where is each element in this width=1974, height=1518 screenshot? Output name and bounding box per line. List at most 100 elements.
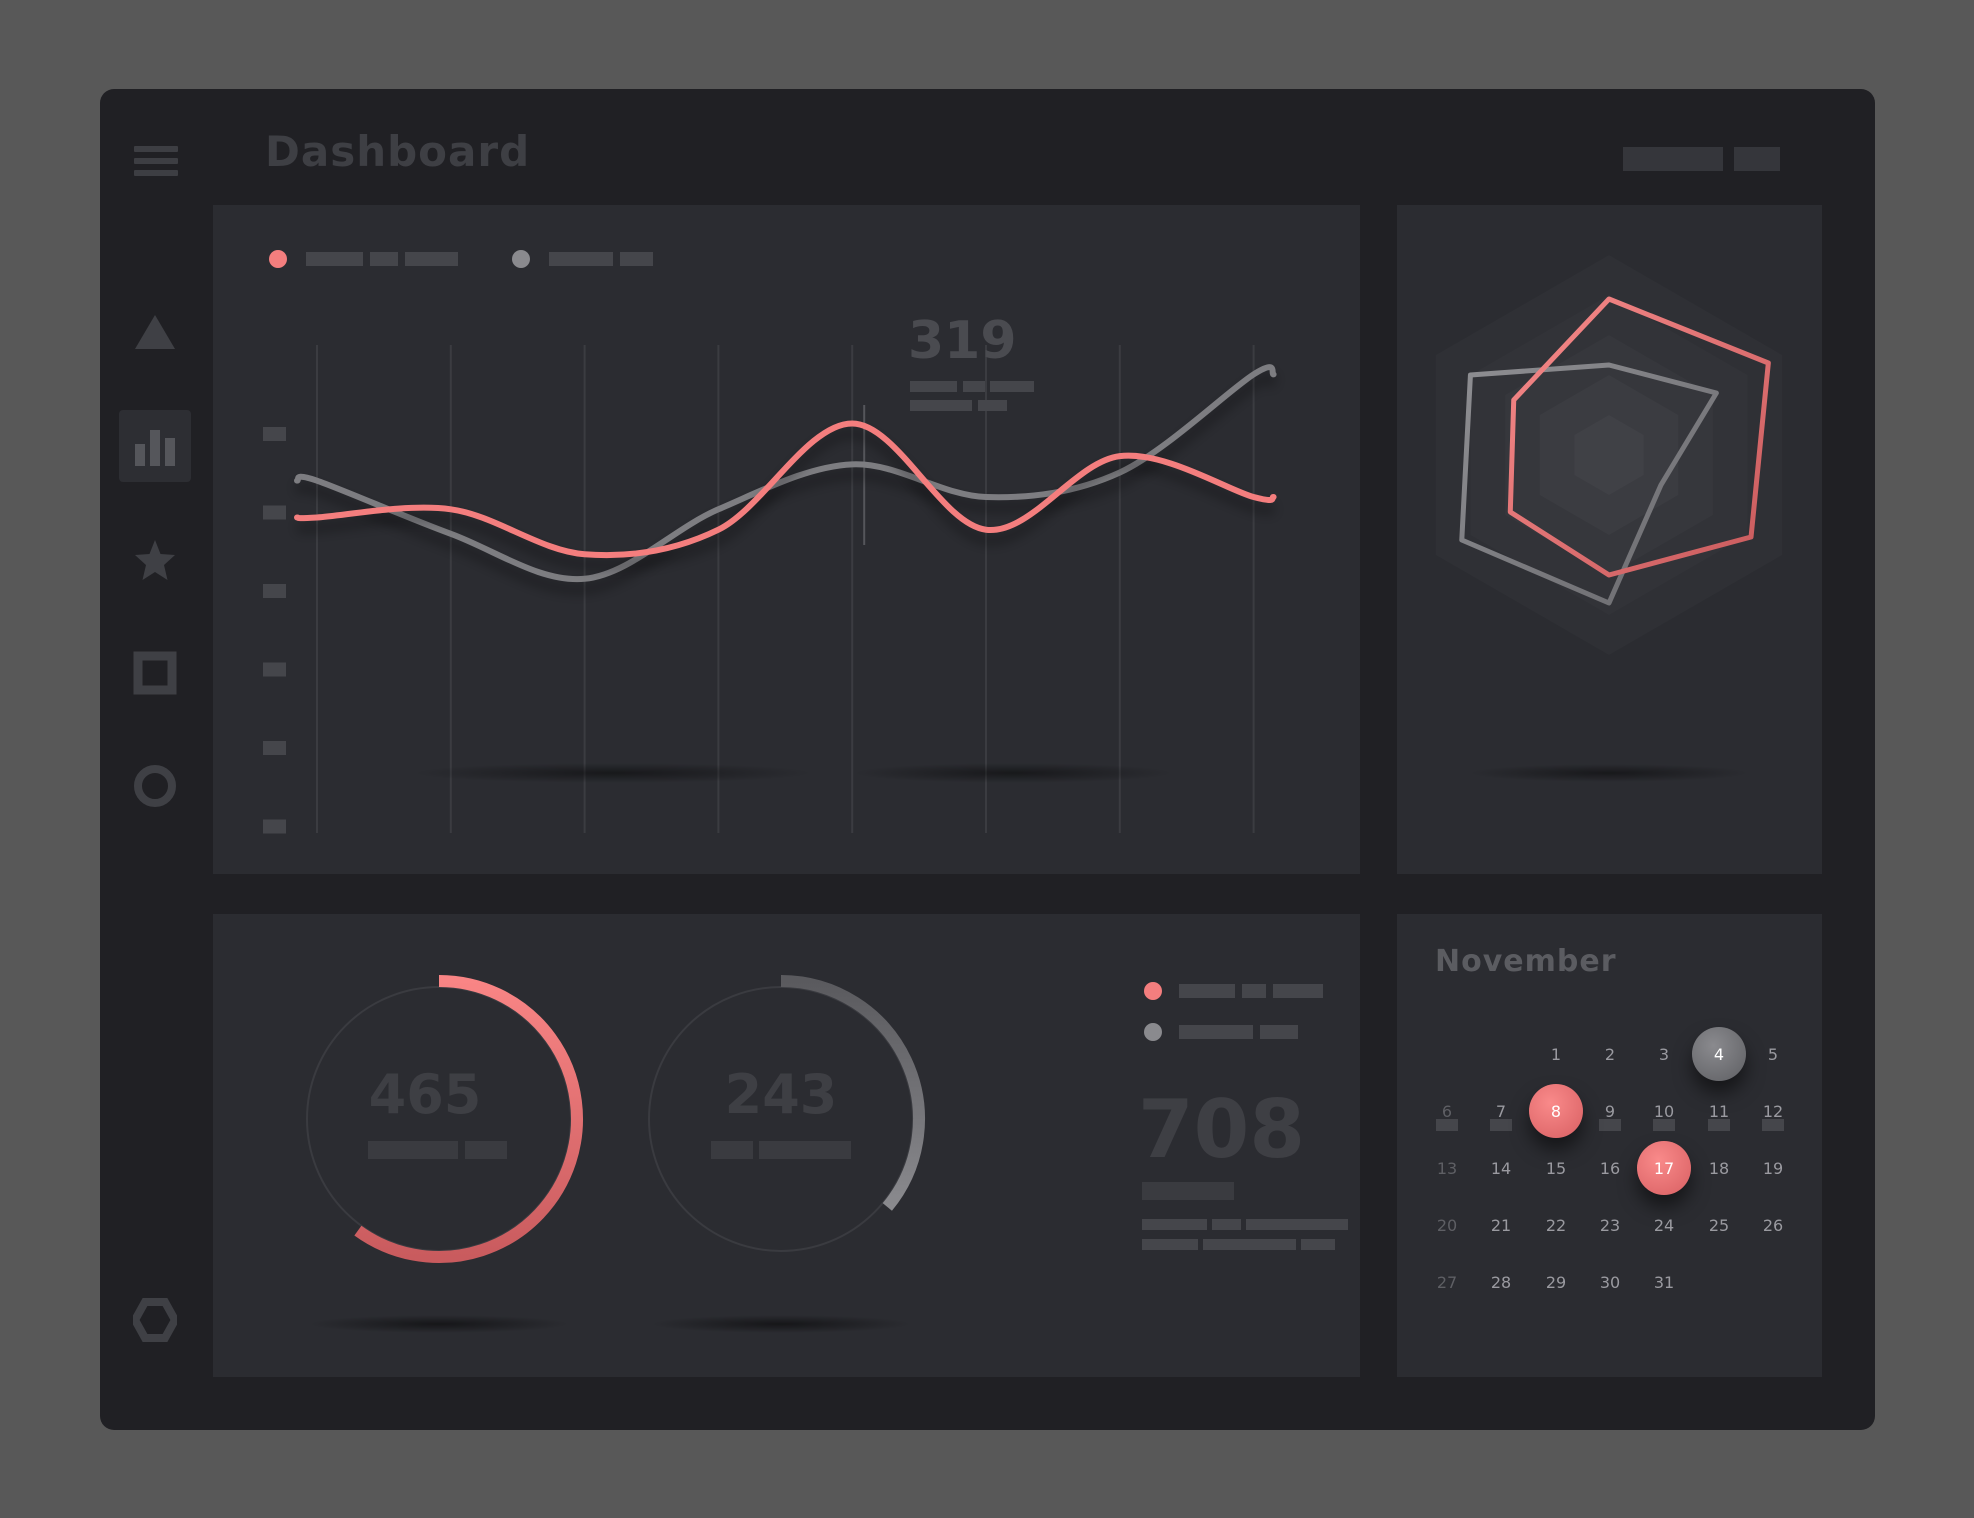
page-title: Dashboard bbox=[265, 127, 531, 176]
line-chart: 319 bbox=[263, 250, 1278, 834]
calendar-day[interactable]: 2 bbox=[1604, 1044, 1616, 1064]
header-placeholder[interactable] bbox=[1734, 147, 1780, 171]
line-chart-card: 319 bbox=[213, 205, 1360, 874]
calendar-day[interactable]: 11 bbox=[1708, 1101, 1730, 1121]
calendar-day[interactable]: 10 bbox=[1653, 1101, 1675, 1121]
legend-placeholder bbox=[370, 252, 398, 266]
y-tick-label bbox=[263, 741, 286, 755]
calendar-day[interactable]: 4 bbox=[1692, 1027, 1746, 1081]
y-tick-label bbox=[263, 427, 286, 441]
weekday-label bbox=[1762, 1119, 1784, 1131]
annotation-placeholder bbox=[910, 400, 972, 411]
radar-series-2 bbox=[1459, 362, 1719, 606]
summary-placeholder bbox=[1246, 1219, 1348, 1230]
legend-placeholder bbox=[1179, 984, 1235, 998]
calendar-day[interactable]: 24 bbox=[1653, 1215, 1675, 1235]
calendar-day[interactable]: 1 bbox=[1550, 1044, 1562, 1064]
summary-placeholder bbox=[1142, 1182, 1234, 1200]
donut-1-value: 465 bbox=[369, 1063, 482, 1126]
calendar-day[interactable]: 27 bbox=[1436, 1272, 1458, 1292]
calendar-day[interactable]: 15 bbox=[1545, 1158, 1567, 1178]
nav-item-settings[interactable] bbox=[119, 1284, 191, 1356]
legend-placeholder bbox=[1260, 1025, 1298, 1039]
calendar-day[interactable]: 17 bbox=[1637, 1141, 1691, 1195]
series-shadow bbox=[294, 429, 1277, 570]
chart-shadow bbox=[853, 763, 1173, 783]
legend-placeholder bbox=[1179, 1025, 1253, 1039]
calendar-day[interactable]: 23 bbox=[1599, 1215, 1621, 1235]
y-tick-label bbox=[263, 819, 286, 834]
donut-shadow bbox=[651, 1315, 911, 1333]
calendar-day[interactable]: 18 bbox=[1708, 1158, 1730, 1178]
nav-item-square[interactable] bbox=[119, 637, 191, 709]
donut-arc-2 bbox=[780, 975, 925, 1211]
weekday-label bbox=[1653, 1119, 1675, 1131]
hexagon-icon bbox=[133, 1298, 177, 1342]
radar-series-1 bbox=[1507, 296, 1771, 578]
dashboard-window: Dashboard bbox=[100, 89, 1875, 1430]
donut-charts: 465 243 708 bbox=[306, 975, 1348, 1333]
summary-placeholder bbox=[1203, 1239, 1296, 1250]
donut-2-label-placeholder bbox=[711, 1141, 753, 1159]
star-icon bbox=[135, 540, 175, 580]
nav-item-circle[interactable] bbox=[119, 750, 191, 822]
donut-2-label-placeholder bbox=[759, 1141, 851, 1159]
weekday-label bbox=[1490, 1119, 1512, 1131]
summary-placeholder bbox=[1301, 1239, 1335, 1250]
calendar-day[interactable]: 14 bbox=[1490, 1158, 1512, 1178]
weekday-label bbox=[1436, 1119, 1458, 1131]
y-tick-label bbox=[263, 662, 286, 677]
calendar-day[interactable]: 30 bbox=[1599, 1272, 1621, 1292]
nav-item-star[interactable] bbox=[119, 524, 191, 596]
legend-marker-series-1 bbox=[269, 250, 287, 268]
legend-placeholder bbox=[1242, 984, 1266, 998]
calendar-day[interactable]: 13 bbox=[1436, 1158, 1458, 1178]
y-tick-label bbox=[263, 505, 286, 520]
calendar-day[interactable]: 16 bbox=[1599, 1158, 1621, 1178]
donut-card: 465 243 708 bbox=[213, 914, 1360, 1377]
legend-marker-series-2 bbox=[512, 250, 530, 268]
calendar-day[interactable]: 6 bbox=[1441, 1101, 1453, 1121]
annotation-placeholder bbox=[990, 381, 1034, 392]
donut-1-label-placeholder bbox=[465, 1141, 507, 1159]
square-icon bbox=[133, 651, 177, 695]
calendar-day[interactable]: 29 bbox=[1545, 1272, 1567, 1292]
summary-total: 708 bbox=[1138, 1083, 1305, 1176]
calendar-day[interactable]: 9 bbox=[1604, 1101, 1616, 1121]
menu-icon[interactable] bbox=[134, 146, 178, 176]
nav-item-analytics[interactable] bbox=[119, 410, 191, 482]
calendar-card: November 1 2 3 4 5 6 7 8 9 10 11 12 13 14 15 16 17 18 19 20… bbox=[1397, 914, 1822, 1377]
legend-marker-series-1 bbox=[1144, 982, 1162, 1000]
calendar-day[interactable]: 8 bbox=[1529, 1084, 1583, 1138]
chart-shadow bbox=[413, 763, 813, 783]
donut-arc-1 bbox=[354, 975, 583, 1263]
bar-chart-icon bbox=[135, 430, 175, 466]
donut-1-label-placeholder bbox=[368, 1141, 458, 1159]
summary-placeholder bbox=[1142, 1219, 1207, 1230]
highlight-value: 319 bbox=[908, 311, 1017, 371]
annotation-placeholder bbox=[963, 381, 985, 392]
annotation-placeholder bbox=[910, 381, 957, 392]
legend-marker-series-2 bbox=[1144, 1023, 1162, 1041]
radar-ring bbox=[1574, 415, 1644, 495]
calendar-day[interactable]: 25 bbox=[1708, 1215, 1730, 1235]
calendar-day[interactable]: 7 bbox=[1495, 1101, 1507, 1121]
y-tick-label bbox=[263, 584, 286, 598]
triangle-icon bbox=[135, 315, 175, 349]
calendar-day[interactable]: 21 bbox=[1490, 1215, 1512, 1235]
calendar-day[interactable]: 22 bbox=[1545, 1215, 1567, 1235]
calendar-day[interactable]: 31 bbox=[1653, 1272, 1675, 1292]
calendar-day[interactable]: 12 bbox=[1762, 1101, 1784, 1121]
calendar-day[interactable]: 5 bbox=[1767, 1044, 1779, 1064]
calendar-day[interactable]: 20 bbox=[1436, 1215, 1458, 1235]
legend-placeholder bbox=[405, 252, 458, 266]
circle-icon bbox=[134, 765, 176, 807]
calendar-day[interactable]: 3 bbox=[1658, 1044, 1670, 1064]
calendar-day[interactable]: 19 bbox=[1762, 1158, 1784, 1178]
header-placeholder[interactable] bbox=[1623, 147, 1723, 171]
calendar-day[interactable]: 28 bbox=[1490, 1272, 1512, 1292]
donut-2-value: 243 bbox=[725, 1063, 838, 1126]
nav-item-triangle[interactable] bbox=[119, 297, 191, 369]
calendar-day[interactable]: 26 bbox=[1762, 1215, 1784, 1235]
legend-placeholder bbox=[1273, 984, 1323, 998]
